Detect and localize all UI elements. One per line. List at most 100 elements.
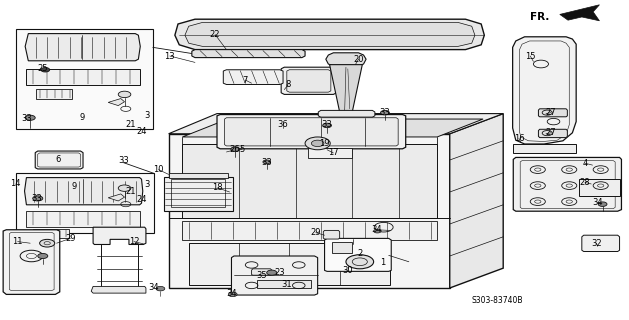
Polygon shape [169, 114, 503, 134]
Text: 9: 9 [79, 113, 84, 122]
Text: 1: 1 [380, 258, 385, 267]
Polygon shape [330, 65, 362, 112]
Polygon shape [35, 151, 83, 169]
Polygon shape [25, 34, 140, 61]
Polygon shape [192, 50, 305, 58]
Text: 9: 9 [72, 182, 77, 191]
Circle shape [33, 196, 43, 201]
Polygon shape [182, 221, 437, 240]
Circle shape [598, 202, 607, 206]
Text: 8: 8 [286, 80, 291, 89]
Text: 27: 27 [546, 108, 556, 117]
Polygon shape [231, 256, 318, 295]
Polygon shape [579, 179, 620, 196]
Text: 33: 33 [31, 194, 42, 203]
Polygon shape [175, 19, 484, 50]
Text: 12: 12 [129, 237, 139, 246]
Text: 11: 11 [13, 237, 23, 246]
Polygon shape [26, 69, 140, 85]
Text: 24: 24 [136, 127, 147, 136]
Text: 3: 3 [144, 180, 149, 189]
Text: 3: 3 [144, 111, 149, 120]
Text: 25: 25 [38, 64, 48, 73]
Polygon shape [169, 173, 228, 178]
Circle shape [118, 91, 131, 98]
Text: 28: 28 [580, 178, 590, 187]
Text: 7: 7 [243, 76, 248, 84]
Circle shape [156, 286, 165, 291]
Polygon shape [513, 157, 621, 211]
Text: 34: 34 [371, 225, 381, 234]
Text: 18: 18 [213, 183, 223, 192]
Text: 16: 16 [514, 134, 524, 143]
Polygon shape [36, 89, 72, 99]
Circle shape [40, 239, 55, 247]
Polygon shape [582, 235, 620, 252]
Polygon shape [560, 5, 599, 21]
Polygon shape [326, 53, 366, 66]
Circle shape [323, 123, 331, 128]
Text: 21: 21 [126, 120, 136, 129]
Circle shape [25, 115, 35, 120]
Text: 2: 2 [358, 249, 363, 258]
Text: 32: 32 [591, 239, 601, 248]
Polygon shape [189, 243, 390, 285]
Polygon shape [16, 173, 154, 233]
Text: 33: 33 [261, 158, 272, 167]
Text: 14: 14 [10, 179, 20, 188]
Text: 33: 33 [21, 114, 32, 123]
Polygon shape [108, 99, 125, 106]
Polygon shape [265, 114, 319, 126]
Text: 36: 36 [277, 120, 289, 129]
Polygon shape [225, 118, 398, 146]
Polygon shape [252, 269, 272, 275]
Text: 26: 26 [230, 145, 240, 154]
Text: 34: 34 [149, 284, 159, 292]
Polygon shape [108, 194, 125, 201]
Text: 30: 30 [343, 266, 353, 275]
Polygon shape [281, 67, 337, 94]
Text: 19: 19 [319, 139, 329, 148]
Polygon shape [538, 129, 567, 138]
Text: 20: 20 [353, 55, 364, 64]
Polygon shape [91, 286, 146, 293]
Text: 6: 6 [56, 155, 61, 164]
Text: 33: 33 [321, 120, 333, 129]
Circle shape [311, 140, 324, 147]
Circle shape [381, 110, 389, 115]
Polygon shape [513, 144, 576, 153]
Circle shape [305, 137, 330, 150]
Circle shape [374, 229, 381, 233]
Text: 34: 34 [593, 198, 603, 207]
Text: 22: 22 [210, 30, 220, 39]
Polygon shape [332, 242, 352, 253]
Circle shape [38, 253, 48, 259]
Circle shape [228, 292, 237, 297]
Text: 27: 27 [546, 128, 556, 137]
Text: 24: 24 [136, 195, 147, 204]
Circle shape [231, 147, 240, 151]
Polygon shape [257, 280, 311, 288]
Polygon shape [318, 110, 375, 117]
Text: 35: 35 [257, 271, 267, 280]
Text: 33: 33 [118, 156, 129, 165]
Circle shape [118, 185, 131, 191]
Text: 21: 21 [126, 188, 136, 196]
Circle shape [267, 270, 277, 275]
Circle shape [41, 68, 50, 72]
Text: 34: 34 [226, 289, 237, 298]
Text: 29: 29 [65, 234, 75, 243]
Polygon shape [538, 109, 567, 117]
Polygon shape [185, 22, 475, 46]
Text: 33: 33 [379, 108, 391, 116]
Text: 10: 10 [153, 165, 164, 174]
Text: 5: 5 [240, 145, 245, 154]
Polygon shape [25, 178, 143, 205]
Polygon shape [3, 230, 60, 294]
Polygon shape [223, 70, 283, 84]
Polygon shape [325, 238, 391, 271]
Text: 17: 17 [328, 148, 338, 157]
Polygon shape [217, 115, 406, 149]
Polygon shape [16, 29, 153, 129]
Polygon shape [182, 119, 483, 137]
